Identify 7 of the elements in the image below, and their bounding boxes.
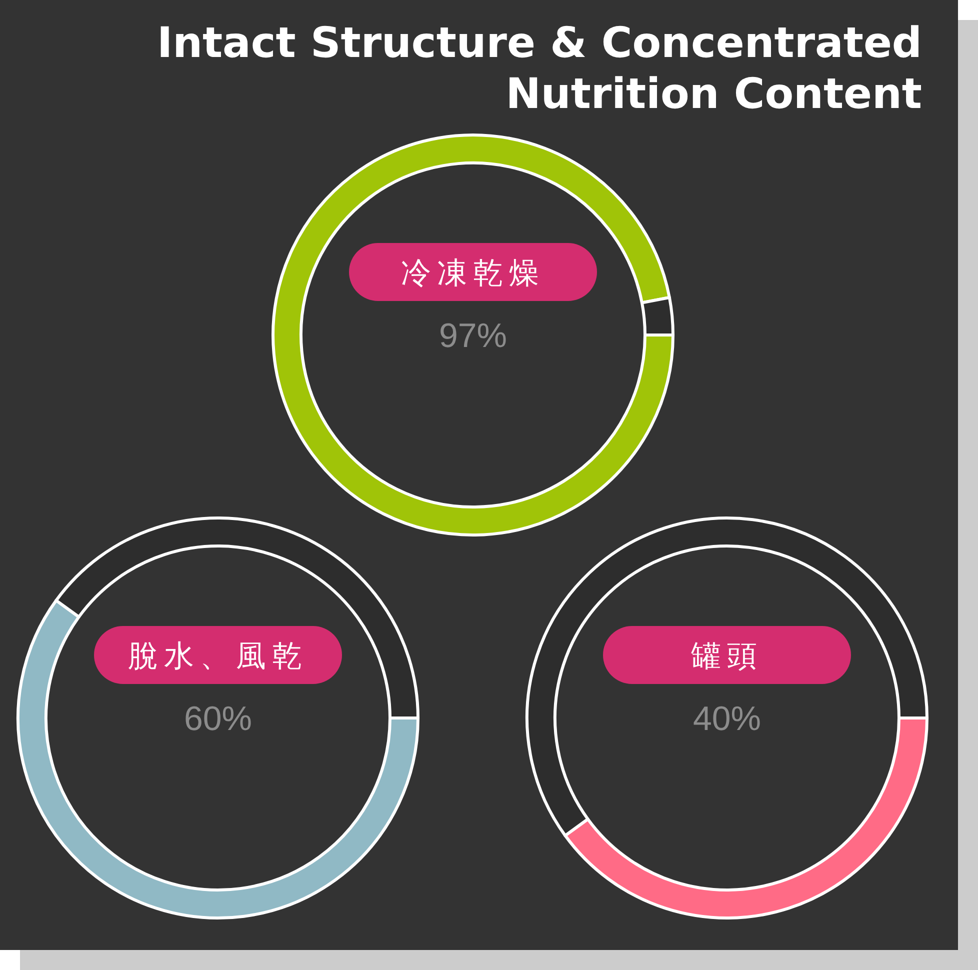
data-label: 40% — [692, 700, 762, 738]
slice-label: 冷凍乾燥 — [401, 256, 545, 291]
data-label: 97% — [438, 317, 508, 355]
slice-label: 罐頭 — [691, 639, 763, 674]
chart-title: Intact Structure & Concentrated Nutrition Content — [156, 18, 922, 118]
data-label: 60% — [184, 700, 252, 738]
slice-label: 脫水、風乾 — [128, 639, 308, 674]
